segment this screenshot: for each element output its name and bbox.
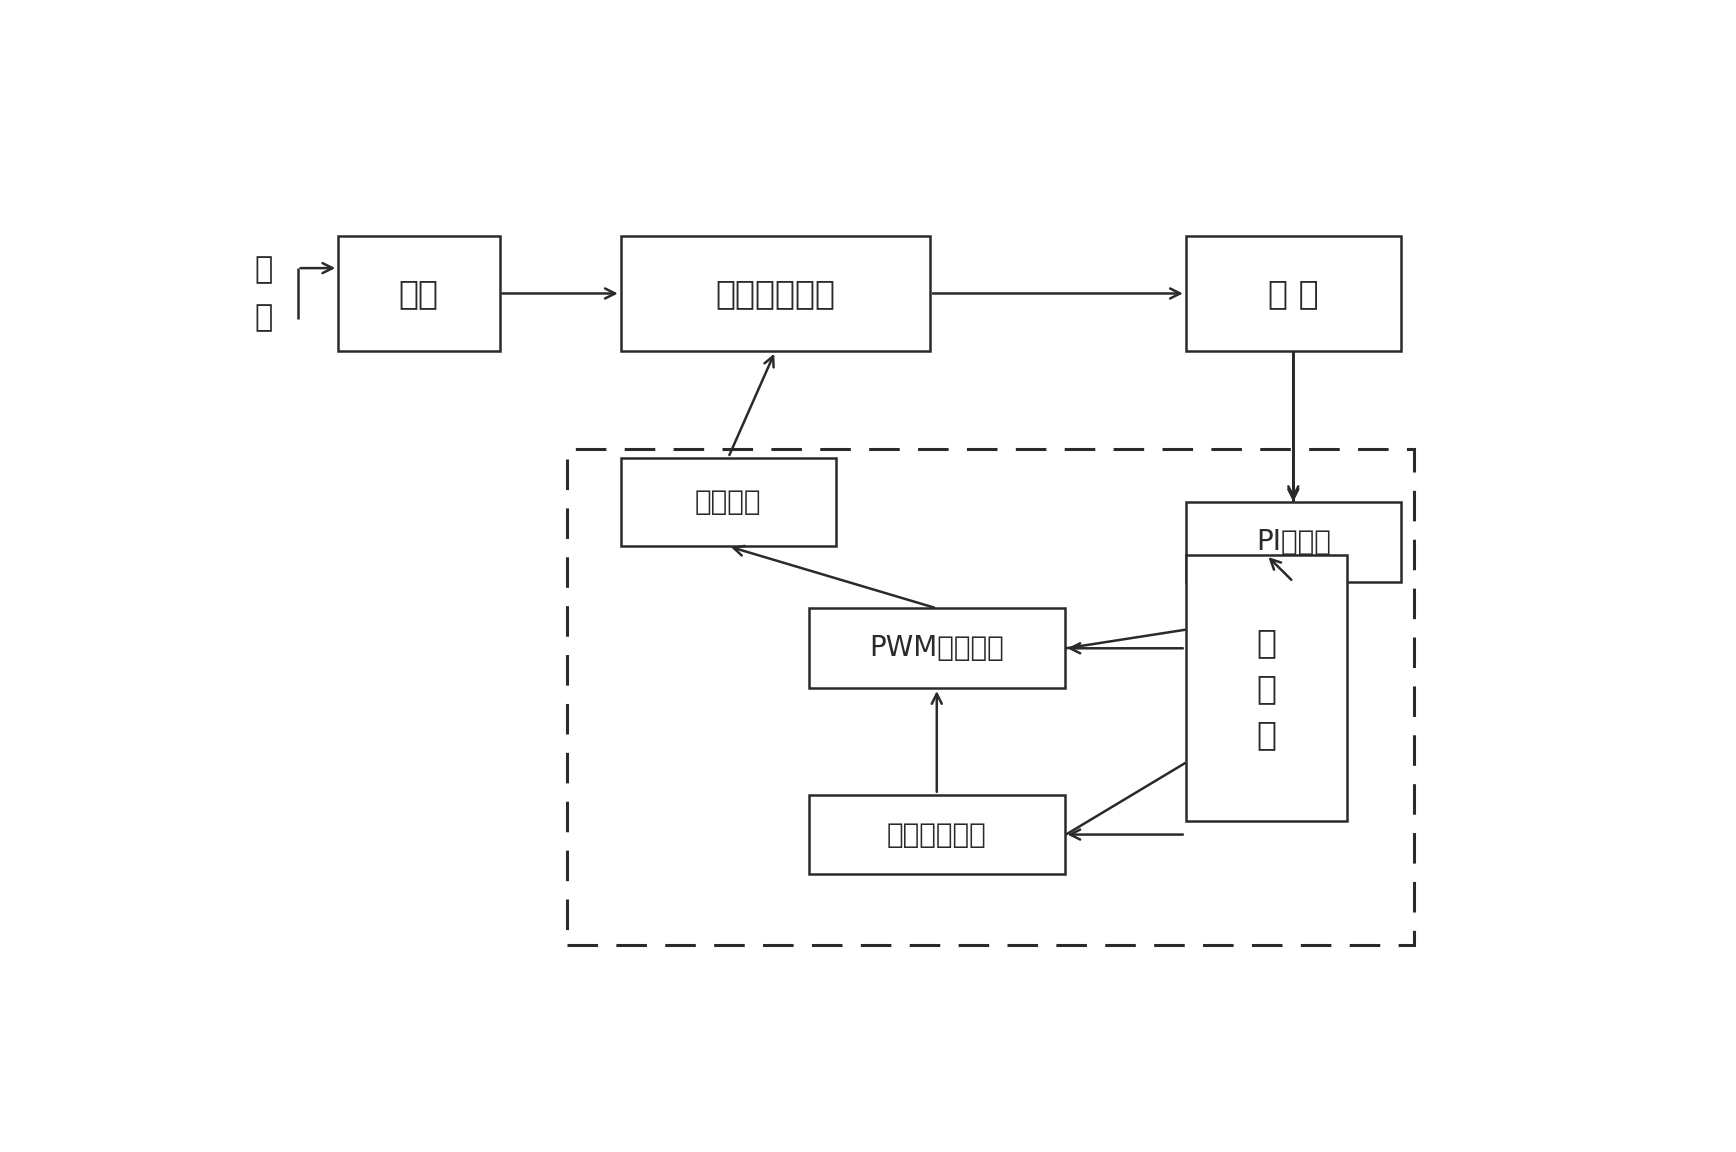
Bar	[809, 795, 1064, 874]
Text: 变频控制电路: 变频控制电路	[887, 820, 986, 849]
Text: 甄
别
器: 甄 别 器	[1257, 626, 1276, 751]
Text: 串联谐振电路: 串联谐振电路	[715, 276, 835, 310]
Text: PI调节器: PI调节器	[1255, 528, 1332, 556]
Bar	[1186, 555, 1347, 821]
Text: 输
入: 输 入	[255, 256, 273, 332]
Bar	[621, 457, 837, 546]
Text: PWM控制电路: PWM控制电路	[870, 635, 1003, 662]
Bar	[1186, 502, 1401, 582]
Bar	[621, 236, 930, 351]
Bar	[1186, 236, 1401, 351]
Text: 负 载: 负 载	[1267, 276, 1319, 310]
Text: 驱动电路: 驱动电路	[694, 488, 762, 516]
Bar	[809, 608, 1064, 688]
Bar	[568, 448, 1415, 946]
Text: 整流: 整流	[399, 276, 439, 310]
Bar	[339, 236, 500, 351]
